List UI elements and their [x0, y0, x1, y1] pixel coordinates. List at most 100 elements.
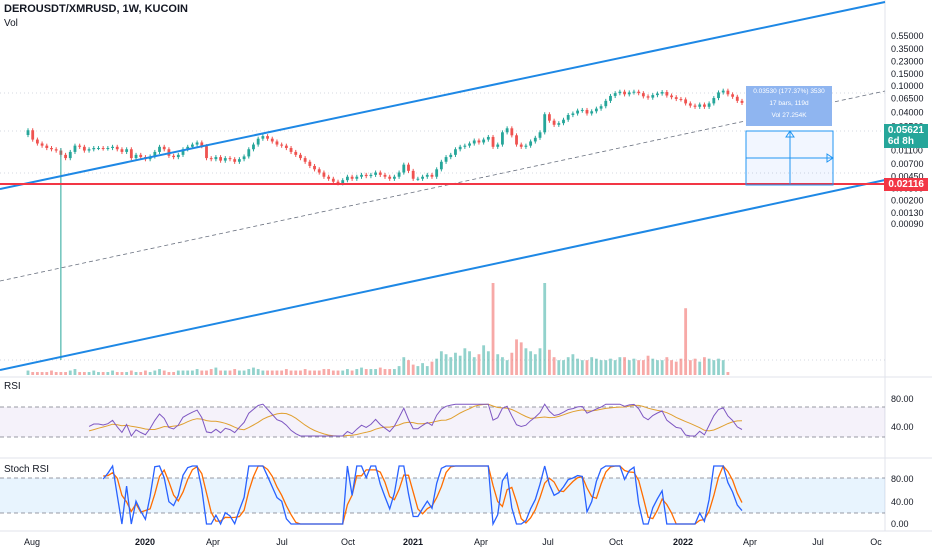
candle-body — [135, 155, 138, 158]
candle-body — [177, 155, 180, 157]
candle-body — [304, 158, 307, 162]
candle-body — [703, 104, 706, 106]
volume-bar — [247, 369, 250, 375]
volume-bar — [168, 372, 171, 375]
candle-body — [562, 120, 565, 123]
volume-bar — [496, 354, 499, 375]
volume-bar — [327, 369, 330, 375]
candle-body — [191, 145, 194, 147]
candle-body — [407, 165, 410, 171]
volume-bar — [318, 371, 321, 375]
candle-body — [261, 136, 264, 139]
candle-body — [416, 179, 419, 180]
volume-bar — [332, 371, 335, 375]
candle-body — [473, 140, 476, 143]
volume-bar — [482, 345, 485, 375]
candle-body — [266, 136, 269, 139]
volume-bar — [121, 372, 124, 375]
candle-body — [482, 140, 485, 143]
candle-body — [510, 128, 513, 135]
volume-bar — [487, 351, 490, 375]
candle-body — [139, 155, 142, 157]
candlesticks — [27, 89, 744, 360]
volume-bar — [684, 308, 687, 375]
candle-body — [83, 147, 86, 151]
volume-bar — [313, 371, 316, 375]
volume-bar — [341, 371, 344, 375]
bar-countdown: 6d 8h — [888, 136, 924, 147]
candle-body — [435, 169, 438, 176]
volume-bar — [200, 371, 203, 375]
volume-bar — [412, 365, 415, 375]
candle-body — [595, 109, 598, 112]
candle-body — [426, 175, 429, 177]
candle-body — [294, 152, 297, 155]
candle-body — [717, 92, 720, 98]
candle-body — [323, 172, 326, 176]
volume-bar — [158, 369, 161, 375]
volume-bar — [689, 360, 692, 375]
volume-bar — [257, 369, 260, 375]
time-tick-label: 2020 — [135, 537, 155, 547]
candle-body — [459, 147, 462, 149]
volume-bar — [88, 372, 91, 375]
volume-bar — [191, 371, 194, 375]
volume-bar — [294, 371, 297, 375]
volume-bar — [196, 369, 199, 375]
volume-bar — [473, 357, 476, 375]
candle-body — [576, 111, 579, 114]
volume-bar — [153, 371, 156, 375]
volume-bar — [656, 360, 659, 375]
volume-bar — [717, 359, 720, 375]
candle-body — [219, 157, 222, 161]
time-tick-label: Apr — [206, 537, 220, 547]
candle-body — [478, 140, 481, 142]
channel-lower-line[interactable] — [0, 180, 885, 370]
candle-body — [55, 149, 58, 150]
volume-bar — [567, 357, 570, 375]
volume-bar — [468, 351, 471, 375]
volume-bar — [543, 283, 546, 375]
volume-bar — [623, 357, 626, 375]
volume-bar — [214, 368, 217, 375]
volume-bar — [106, 372, 109, 375]
candle-body — [553, 121, 556, 125]
candle-body — [647, 96, 650, 97]
volume-bar — [435, 359, 438, 375]
time-tick-label: Jul — [542, 537, 554, 547]
candle-body — [670, 96, 673, 98]
volume-bar — [41, 372, 44, 375]
candle-body — [74, 146, 77, 152]
candle-body — [172, 156, 175, 157]
measure-volume: Vol 27.254K — [746, 110, 832, 122]
volume-bar — [379, 368, 382, 375]
candle-body — [708, 103, 711, 106]
volume-bar — [261, 371, 264, 375]
candle-body — [548, 114, 551, 120]
candle-body — [567, 115, 570, 120]
volume-bar — [708, 359, 711, 375]
price-tick-label: 0.00130 — [891, 208, 924, 218]
candle-body — [388, 177, 391, 179]
candle-body — [257, 139, 260, 145]
candle-body — [736, 97, 739, 101]
candle-body — [487, 137, 490, 140]
volume-bar — [600, 360, 603, 375]
candle-body — [64, 155, 67, 158]
volume-bar — [27, 371, 30, 375]
candle-body — [501, 132, 504, 144]
candle-body — [384, 175, 387, 177]
price-tick-label: 0.04000 — [891, 108, 924, 118]
volume-bar — [609, 359, 612, 375]
volume-bar — [698, 362, 701, 375]
candle-body — [205, 146, 208, 158]
time-tick-label: Oc — [870, 537, 882, 547]
candle-body — [36, 140, 39, 144]
volume-bar — [177, 371, 180, 375]
candle-body — [111, 147, 114, 148]
candle-body — [374, 172, 377, 174]
candle-body — [92, 148, 95, 149]
candle-body — [684, 99, 687, 103]
rsi-tick-label: 80.00 — [891, 394, 914, 404]
